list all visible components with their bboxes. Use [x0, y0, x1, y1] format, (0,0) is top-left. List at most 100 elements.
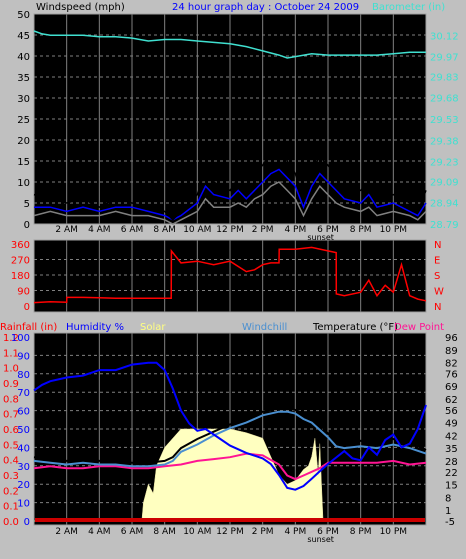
rain-tick-label: 0.2	[3, 486, 19, 497]
temperature-tick-label: 69	[445, 382, 458, 393]
x-tick-label: 10 AM	[183, 225, 211, 235]
temperature-tick-label: 1	[445, 506, 451, 517]
wind-series	[33, 30, 427, 225]
y-tick-label: 30.12	[430, 31, 459, 42]
temperature-series	[33, 361, 427, 522]
x-tick-label: 4 PM	[284, 225, 306, 235]
legend-dewpoint: Dew Point	[394, 322, 444, 333]
y-tick-label: 0	[24, 302, 30, 313]
rainfall-y-ticks: 0.0 0.1 0.2 0.3 0.4 0.5 0.6 0.7 0.8 0.9 1.0 1.1 1.2	[3, 333, 19, 528]
barometer-y-ticks: 28.79 28.94 29.09 29.23 29.38 29.53 29.68 29.83…	[430, 31, 459, 231]
y-tick-label: 180	[11, 271, 30, 282]
temperature-tick-label: 42	[445, 431, 458, 442]
y-tick-label: 270	[11, 256, 30, 267]
y-tick-label: 29.38	[430, 136, 459, 147]
y-tick-label: 29.83	[430, 72, 459, 83]
rain-tick-label: 1.2	[3, 333, 19, 344]
temperature-tick-label: -5	[445, 517, 455, 528]
direction-grid	[34, 240, 426, 312]
temperature-tick-label: 82	[445, 359, 458, 370]
y-tick-label: 28.79	[430, 220, 459, 231]
series-wind-gust	[33, 142, 427, 221]
temperature-tick-label: 22	[445, 468, 458, 479]
temperature-x-ticks: 2 AM 4 AM 6 AM 8 AM 10 AM 12 PM 2 PM 4 PM 6 PM 8 …	[55, 527, 407, 544]
temperature-tick-label: 35	[445, 444, 458, 455]
temperature-tick-label: 15	[445, 481, 458, 492]
humidity-y-ticks: 0 10 20 30 40 50 60 70 80 90 100	[11, 333, 30, 528]
y-tick-label: 29.53	[430, 115, 459, 126]
y-tick-label: 29.97	[430, 53, 459, 64]
legend-solar: Solar	[140, 322, 166, 333]
temperature-tick-label: 76	[445, 369, 458, 380]
y-tick-label: 40	[17, 52, 30, 63]
legend-humidity: Humidity %	[66, 322, 124, 333]
y-tick-label: 30	[17, 94, 30, 105]
rain-tick-label: 0.1	[3, 502, 19, 513]
y-tick-label: 50	[17, 10, 30, 21]
rain-tick-label: 0.6	[3, 425, 19, 436]
wind-y-ticks: 0 5 10 15 20 25 30 35 40 45 50	[17, 10, 30, 231]
rain-tick-label: 0.0	[3, 517, 19, 528]
compass-tick-label: N	[434, 240, 441, 251]
y-tick-label: 360	[11, 240, 30, 251]
x-tick-label: 6 PM	[317, 225, 339, 235]
x-tick-label: 10 PM	[380, 225, 408, 235]
series-wind	[33, 181, 427, 225]
x-tick-label: 8 AM	[153, 225, 176, 235]
x-tick-label: 10 AM	[183, 527, 211, 537]
barometer-axis-label: Barometer (in)	[372, 2, 445, 13]
y-tick-label: 29.68	[430, 94, 459, 105]
legend-rainfall: Rainfall (in)	[0, 322, 57, 333]
x-tick-label: 4 PM	[284, 527, 306, 537]
temperature-tick-label: 62	[445, 395, 458, 406]
legend-windchill: Windchill	[242, 322, 287, 333]
humidity-tick-label: 80	[17, 370, 30, 381]
humidity-tick-label: 30	[17, 462, 30, 473]
y-tick-label: 0	[24, 220, 30, 231]
humidity-tick-label: 100	[11, 333, 30, 344]
series-humidity	[33, 361, 427, 491]
x-tick-label: 12 PM	[216, 527, 244, 537]
y-tick-label: 15	[17, 157, 30, 168]
wind-x-ticks: 2 AM 4 AM 6 AM 8 AM 10 AM 12 PM 2 PM 4 PM 6 PM 8 …	[55, 225, 407, 242]
temperature-tick-label: 49	[445, 419, 458, 430]
series-barometer	[33, 30, 426, 59]
y-tick-label: 5	[24, 199, 30, 210]
x-tick-label: 2 AM	[55, 527, 78, 537]
sunset-label: sunset	[307, 233, 334, 242]
chart-title: 24 hour graph day : October 24 2009	[172, 2, 359, 13]
x-tick-label: 8 PM	[350, 225, 372, 235]
series-temperature	[33, 407, 427, 464]
rain-tick-label: 1.1	[3, 348, 19, 359]
windspeed-axis-label: Windspeed (mph)	[36, 2, 125, 13]
temperature-tick-label: 28	[445, 457, 458, 468]
rain-tick-label: 0.9	[3, 379, 19, 390]
rain-tick-label: 1.0	[3, 364, 19, 375]
series-wind-average	[34, 168, 427, 221]
direction-y-ticks: 0 90 180 270 360	[11, 240, 30, 313]
x-tick-label: 8 AM	[153, 527, 176, 537]
x-tick-label: 12 PM	[216, 225, 244, 235]
x-tick-label: 6 PM	[317, 527, 339, 537]
humidity-tick-label: 50	[17, 425, 30, 436]
series-dew-point	[33, 452, 427, 481]
rain-tick-label: 0.3	[3, 471, 19, 482]
x-tick-label: 6 AM	[121, 527, 144, 537]
y-tick-label: 20	[17, 136, 30, 147]
temperature-tick-label: 56	[445, 406, 458, 417]
compass-tick-label: W	[434, 287, 444, 298]
y-tick-label: 28.94	[430, 199, 459, 210]
y-tick-label: 29.23	[430, 158, 459, 169]
series-windchill	[33, 410, 427, 468]
y-tick-label: 29.09	[430, 177, 459, 188]
x-tick-label: 8 PM	[350, 527, 372, 537]
compass-tick-label: S	[434, 271, 440, 282]
rain-tick-label: 0.4	[3, 456, 19, 467]
rain-tick-label: 0.8	[3, 394, 19, 405]
temperature-tick-label: 8	[445, 493, 451, 504]
compass-tick-label: N	[434, 302, 441, 313]
x-tick-label: 2 PM	[252, 527, 274, 537]
